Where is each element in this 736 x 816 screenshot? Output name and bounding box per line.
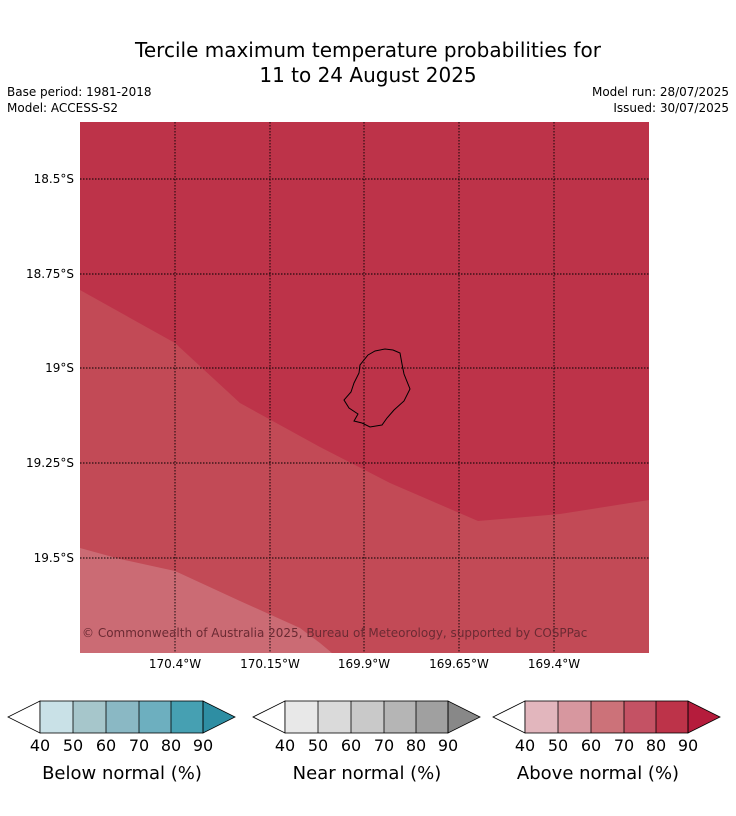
tick-80: 80 [645,736,667,755]
lat-label-19-25: 19.25°S [26,456,74,470]
meta-left: Base period: 1981-2018 Model: ACCESS-S2 [7,84,152,116]
tick-60: 60 [95,736,117,755]
lon-label-170-15: 170.15°W [240,657,300,671]
tick-50: 50 [307,736,329,755]
lon-label-170-4: 170.4°W [148,657,202,671]
title-line-2: 11 to 24 August 2025 [259,63,477,87]
lon-label-169-65: 169.65°W [429,657,489,671]
colorbar-near-normal: 40 50 60 70 80 90 Near normal (%) [252,700,482,790]
lat-label-18-5: 18.5°S [33,172,74,186]
colorbar-below-label: Below normal (%) [42,763,202,784]
tick-80: 80 [160,736,182,755]
zone-above-normal-60-70 [80,548,332,653]
copyright-notice: © Commonwealth of Australia 2025, Bureau… [82,626,587,640]
map-gridlines [80,122,649,653]
map-title: Tercile maximum temperature probabilitie… [0,38,736,88]
tick-70: 70 [613,736,635,755]
tick-40: 40 [274,736,296,755]
tick-80: 80 [405,736,427,755]
lon-label-169-4: 169.4°W [527,657,581,671]
colorbar-below-normal: 40 50 60 70 80 90 Below normal (%) [7,700,237,790]
title-line-1: Tercile maximum temperature probabilitie… [135,38,601,62]
model-run: Model run: 28/07/2025 [591,85,729,99]
lon-label-169-9: 169.9°W [337,657,391,671]
base-period: Base period: 1981-2018 [7,85,152,99]
lat-label-19-5: 19.5°S [33,551,74,565]
issued-date: Issued: 30/07/2025 [613,101,729,115]
tick-70: 70 [373,736,395,755]
colorbar-near-label: Near normal (%) [292,763,442,784]
tick-40: 40 [29,736,51,755]
tick-50: 50 [62,736,84,755]
colorbar-near-swatches [252,700,481,734]
meta-right: Model run: 28/07/2025 Issued: 30/07/2025 [592,84,729,116]
lat-label-18-75: 18.75°S [26,267,74,281]
colorbar-below-swatches [7,700,236,734]
colorbar-above-label: Above normal (%) [516,763,680,784]
tick-60: 60 [580,736,602,755]
tick-70: 70 [128,736,150,755]
model-name: Model: ACCESS-S2 [7,101,119,115]
colorbar-above-swatches [492,700,721,734]
colorbar-above-normal: 40 50 60 70 80 90 Above normal (%) [492,700,722,790]
tick-90: 90 [677,736,699,755]
zone-above-normal-70-80 [80,290,649,653]
tick-50: 50 [547,736,569,755]
tick-40: 40 [514,736,536,755]
tick-90: 90 [192,736,214,755]
tick-60: 60 [340,736,362,755]
lat-label-19: 19°S [45,361,74,375]
niue-island-outline [343,348,411,428]
tick-90: 90 [437,736,459,755]
